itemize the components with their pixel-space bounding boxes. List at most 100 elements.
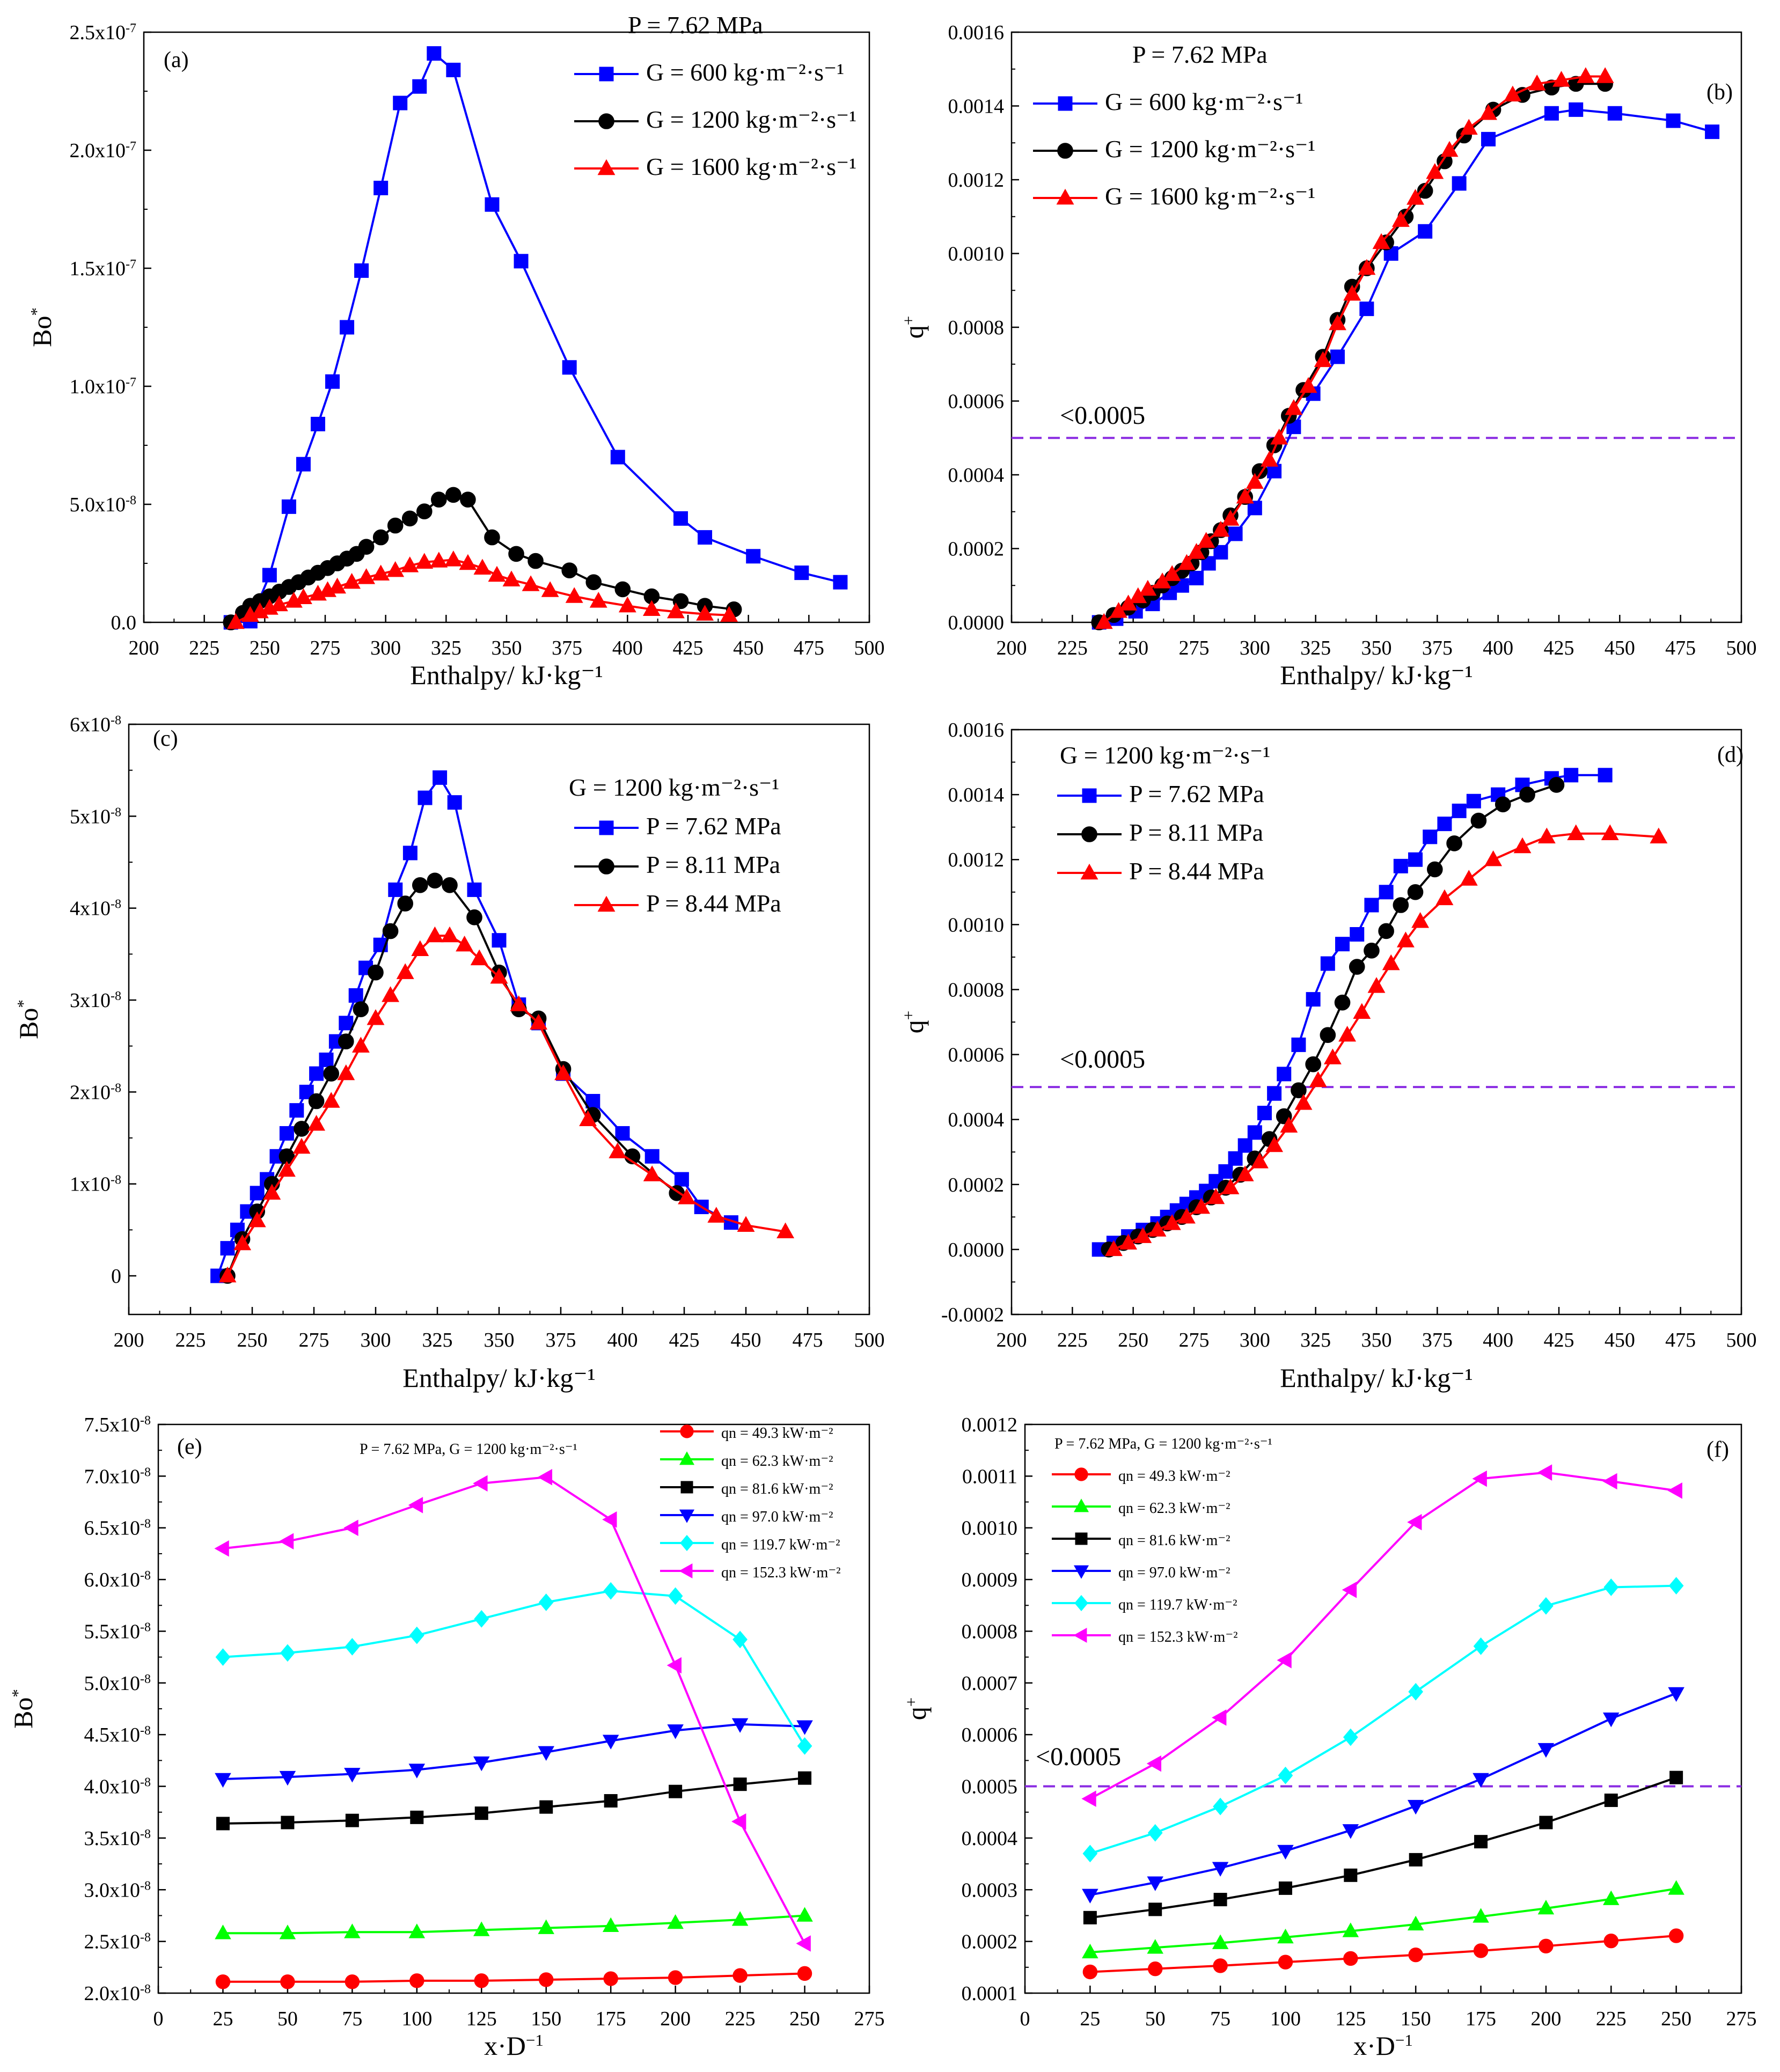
x-tick-label: 225	[1057, 1329, 1088, 1351]
y-tick-label: 1.5x10-7	[70, 258, 137, 280]
series-4	[215, 1582, 812, 1755]
data-point	[215, 1648, 231, 1666]
x-tick-label: 225	[189, 637, 219, 659]
data-point	[1407, 1513, 1422, 1531]
data-point	[402, 846, 417, 861]
data-point	[215, 1773, 231, 1788]
y-tick-label: 2x10-8	[70, 1081, 121, 1104]
data-point	[294, 1121, 310, 1137]
x-axis-label: Enthalpy/ kJ·kg⁻¹	[1280, 1363, 1473, 1393]
y-tick-label: 0.0008	[962, 1620, 1018, 1643]
data-point	[1267, 1086, 1282, 1101]
data-point	[1278, 1766, 1293, 1784]
x-tick-label: 300	[370, 637, 401, 659]
data-point	[1391, 211, 1410, 227]
data-point	[502, 570, 521, 586]
data-point	[667, 1914, 684, 1929]
data-point	[1247, 1125, 1262, 1140]
data-point	[1378, 923, 1394, 939]
data-point	[732, 1968, 748, 1983]
data-point	[1147, 1876, 1163, 1891]
data-point	[1320, 956, 1335, 971]
data-point	[1603, 1578, 1619, 1596]
data-point	[554, 1064, 573, 1081]
data-point	[720, 606, 738, 622]
data-point	[1189, 571, 1204, 585]
data-point	[411, 940, 429, 956]
data-point	[644, 1149, 660, 1164]
data-point	[309, 1066, 324, 1081]
x-tick-label: 175	[596, 2008, 626, 2030]
data-point	[1335, 937, 1350, 952]
x-tick-label: 275	[310, 637, 341, 659]
data-point	[387, 517, 404, 534]
data-point	[1148, 1221, 1167, 1237]
data-point	[1470, 812, 1487, 829]
data-point	[1460, 870, 1478, 886]
data-point	[602, 1511, 617, 1528]
data-point	[618, 596, 636, 613]
x-tick-label: 300	[1240, 637, 1270, 659]
y-tick-label: 4.5x10-8	[84, 1724, 151, 1746]
data-point	[1277, 1928, 1294, 1944]
data-point	[1342, 1582, 1357, 1598]
data-point	[1343, 1951, 1358, 1966]
legend-marker	[680, 1534, 694, 1552]
data-point	[667, 1724, 684, 1739]
data-point	[833, 575, 848, 590]
x-tick-label: 150	[1401, 2008, 1431, 2030]
data-point	[1342, 1824, 1359, 1839]
legend-marker	[598, 858, 614, 875]
data-point	[1246, 473, 1264, 489]
data-point	[345, 1813, 359, 1827]
data-point	[731, 1813, 746, 1830]
panel-label: (c)	[153, 726, 178, 751]
y-tick-label: 0.0011	[962, 1465, 1017, 1488]
data-point	[319, 1052, 334, 1067]
x-tick-label: 225	[1596, 2008, 1627, 2030]
legend-entry-label: qn = 62.3 kW·m⁻²	[1118, 1500, 1230, 1517]
legend-marker	[680, 1481, 693, 1494]
legend-entry-label: G = 1200 kg·m⁻²·s⁻¹	[646, 106, 856, 133]
data-point	[565, 587, 583, 603]
x-tick-label: 350	[492, 637, 522, 659]
data-point	[467, 882, 482, 897]
data-point	[1213, 1797, 1228, 1816]
y-tick-label: -0.0002	[941, 1304, 1004, 1326]
legend-marker	[1057, 143, 1073, 159]
x-tick-label: 0	[153, 2008, 164, 2030]
data-point	[1552, 71, 1570, 87]
data-point	[1212, 520, 1230, 537]
data-point	[1367, 977, 1386, 993]
data-point	[794, 565, 809, 581]
data-point	[226, 613, 245, 629]
threshold-label: <0.0005	[1036, 1743, 1121, 1771]
series-0	[223, 46, 848, 630]
data-point	[417, 790, 433, 805]
data-point	[1537, 827, 1556, 844]
series-3	[1082, 1687, 1684, 1904]
y-tick-label: 0.0007	[962, 1672, 1018, 1695]
legend-entry-label: qn = 97.0 kW·m⁻²	[721, 1509, 833, 1525]
data-point	[1452, 803, 1467, 818]
data-point	[1329, 314, 1346, 330]
data-point	[674, 1172, 689, 1187]
data-point	[289, 1103, 304, 1118]
data-point	[459, 554, 477, 570]
x-tick-label: 50	[277, 2008, 298, 2030]
y-tick-label: 0.0003	[962, 1879, 1018, 1901]
data-point	[214, 1540, 229, 1557]
data-point	[1083, 1911, 1097, 1924]
data-point	[447, 795, 462, 810]
legend-marker	[1058, 96, 1073, 111]
y-tick-label: 3.0x10-8	[84, 1879, 151, 1901]
data-point	[410, 1810, 424, 1824]
data-point	[351, 1037, 370, 1053]
data-point	[1473, 1908, 1489, 1923]
data-point	[673, 511, 688, 526]
data-point	[737, 1216, 755, 1232]
series-line	[1090, 1935, 1676, 1973]
data-point	[354, 263, 369, 278]
x-tick-label: 200	[129, 637, 159, 659]
legend-marker	[597, 159, 616, 175]
